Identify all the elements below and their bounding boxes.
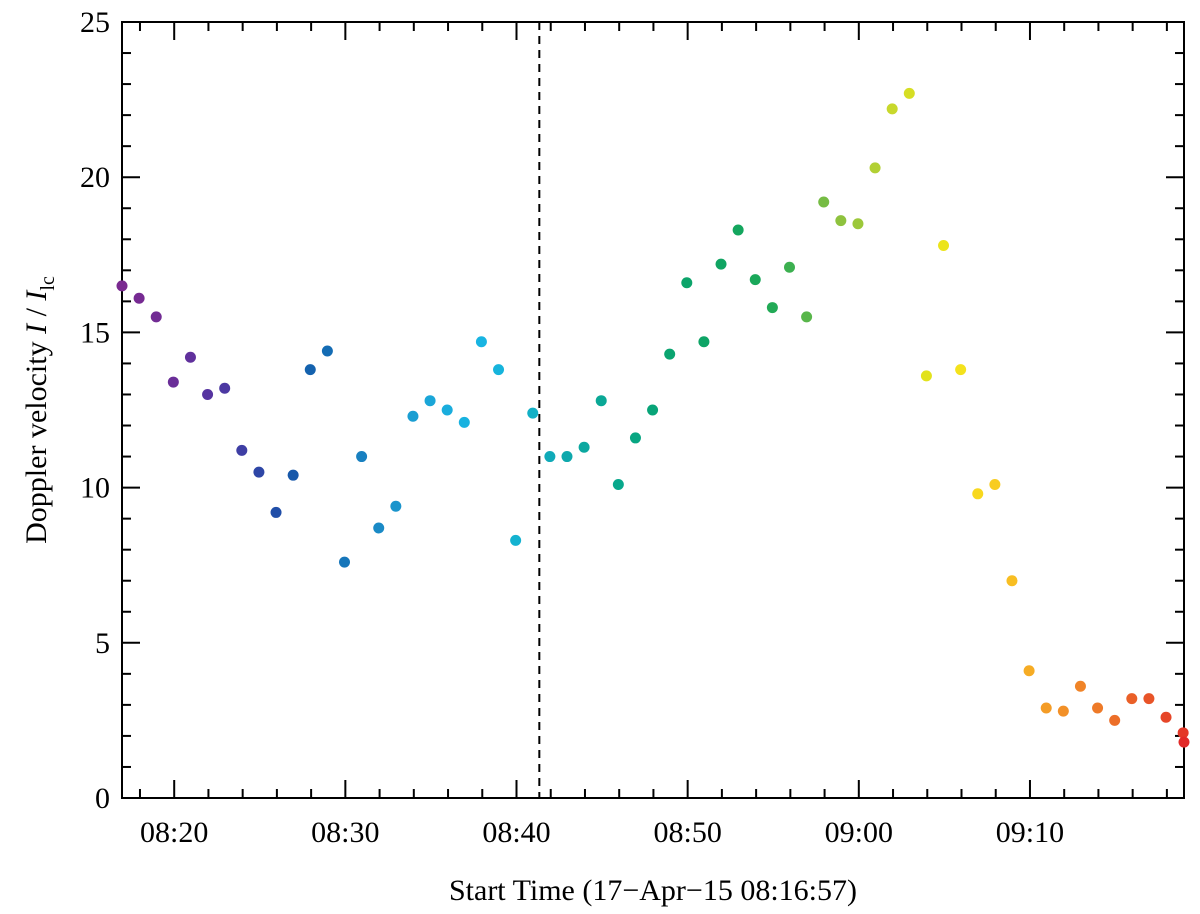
tick-labels: 0 5 10 15 20 25 08:20 08:30 08:40 08:50 09:00 09:10 bbox=[80, 6, 1064, 849]
data-point bbox=[1177, 727, 1189, 739]
data-point bbox=[732, 224, 744, 236]
data-point bbox=[1057, 705, 1069, 717]
data-point bbox=[920, 370, 932, 382]
data-point bbox=[356, 451, 368, 463]
data-point bbox=[321, 345, 333, 357]
data-point bbox=[287, 469, 299, 481]
data-point bbox=[1126, 693, 1138, 705]
data-point bbox=[595, 395, 607, 407]
y-tick-label: 5 bbox=[95, 627, 110, 660]
data-point bbox=[612, 478, 624, 490]
data-point bbox=[1178, 736, 1190, 748]
data-point bbox=[304, 364, 316, 376]
data-point bbox=[1006, 575, 1018, 587]
data-point bbox=[475, 336, 487, 348]
data-point bbox=[561, 451, 573, 463]
axis-ticks bbox=[122, 21, 1184, 799]
data-point bbox=[1092, 702, 1104, 714]
data-point bbox=[236, 444, 248, 456]
data-point bbox=[373, 522, 385, 534]
data-point bbox=[835, 215, 847, 227]
data-point bbox=[219, 382, 231, 394]
y-tick-label: 15 bbox=[80, 316, 110, 349]
data-point bbox=[886, 103, 898, 115]
x-tick-label: 08:50 bbox=[653, 816, 721, 849]
plot-frame bbox=[121, 21, 1185, 799]
data-point bbox=[150, 311, 162, 323]
data-point bbox=[133, 292, 145, 304]
data-point bbox=[1040, 702, 1052, 714]
y-tick-label: 20 bbox=[80, 161, 110, 194]
x-tick-label: 08:20 bbox=[140, 816, 208, 849]
data-point bbox=[972, 488, 984, 500]
data-points bbox=[116, 87, 1190, 748]
data-point bbox=[253, 466, 265, 478]
data-point bbox=[202, 388, 214, 400]
data-point bbox=[749, 274, 761, 286]
x-tick-label: 09:00 bbox=[825, 816, 893, 849]
data-point bbox=[1074, 680, 1086, 692]
x-tick-label: 08:40 bbox=[482, 816, 550, 849]
data-point bbox=[647, 404, 659, 416]
data-point bbox=[493, 364, 505, 376]
x-tick-label: 09:10 bbox=[996, 816, 1064, 849]
data-point bbox=[424, 395, 436, 407]
data-point bbox=[441, 404, 453, 416]
data-point bbox=[766, 302, 778, 314]
data-point bbox=[458, 416, 470, 428]
data-point bbox=[270, 506, 282, 518]
data-point bbox=[184, 351, 196, 363]
x-tick-label: 08:30 bbox=[311, 816, 379, 849]
y-tick-label: 25 bbox=[80, 6, 110, 39]
data-point bbox=[938, 239, 950, 251]
data-point bbox=[783, 261, 795, 273]
data-point bbox=[1143, 693, 1155, 705]
data-point bbox=[715, 258, 727, 270]
data-point bbox=[544, 451, 556, 463]
data-point bbox=[1160, 711, 1172, 723]
y-tick-label: 0 bbox=[95, 782, 110, 815]
x-axis-title: Start Time (17−Apr−15 08:16:57) bbox=[449, 874, 857, 907]
data-point bbox=[852, 218, 864, 230]
data-point bbox=[955, 364, 967, 376]
data-point bbox=[801, 311, 813, 323]
data-point bbox=[869, 162, 881, 174]
data-point bbox=[510, 534, 522, 546]
data-point bbox=[578, 441, 590, 453]
y-axis-title: Doppler velocity I / Ilc bbox=[20, 276, 59, 544]
data-point bbox=[1109, 714, 1121, 726]
data-point bbox=[167, 376, 179, 388]
y-axis-title-prefix: Doppler velocity bbox=[20, 341, 53, 543]
y-axis-title-gap bbox=[20, 334, 53, 342]
data-point bbox=[407, 410, 419, 422]
y-tick-label: 10 bbox=[80, 472, 110, 505]
y-axis-title-var-a: I bbox=[20, 322, 53, 335]
data-point bbox=[527, 407, 539, 419]
data-point bbox=[681, 277, 693, 289]
y-axis-title-var-b: I bbox=[20, 289, 53, 302]
data-point bbox=[116, 280, 128, 292]
data-point bbox=[390, 500, 402, 512]
y-axis-title-sep: / bbox=[20, 301, 53, 324]
data-point bbox=[698, 336, 710, 348]
data-point bbox=[629, 432, 641, 444]
data-point bbox=[818, 196, 830, 208]
data-point bbox=[338, 556, 350, 568]
y-axis-title-sub: lc bbox=[37, 276, 59, 291]
data-point bbox=[989, 478, 1001, 490]
data-point bbox=[903, 87, 915, 99]
data-point bbox=[664, 348, 676, 360]
data-point bbox=[1023, 665, 1035, 677]
